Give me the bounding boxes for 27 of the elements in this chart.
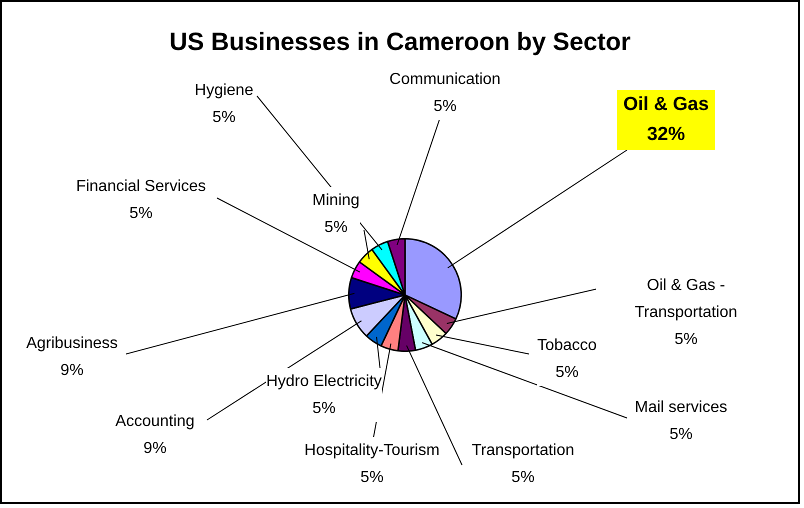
slice-label: Oil & Gas: [623, 94, 709, 115]
slice-label: Tobacco: [537, 337, 597, 354]
data-label: 5%: [129, 205, 153, 222]
data-label: 5%: [312, 400, 336, 417]
slice-label: Hospitality-Tourism: [304, 442, 440, 459]
slice-label: Financial Services: [76, 178, 206, 195]
slice-label: Hygiene: [194, 82, 254, 99]
slice-label: Agribusiness: [26, 335, 118, 352]
data-label: 9%: [60, 362, 84, 379]
data-label: 5%: [433, 98, 457, 115]
data-label: 32%: [646, 124, 686, 145]
slice-label: Mining: [312, 192, 360, 209]
slice-label: Oil & Gas - Transportation: [634, 277, 738, 321]
data-label: 5%: [360, 469, 384, 486]
data-label: 5%: [669, 426, 693, 443]
slice-label: Mail services: [634, 399, 728, 416]
slice-label: Communication: [389, 71, 501, 88]
data-label: 5%: [674, 331, 698, 348]
slice-label: Accounting: [115, 413, 195, 430]
slice-label: Transportation: [472, 442, 574, 459]
slice-label: Hydro Electricity: [266, 373, 382, 390]
chart-title: US Businesses in Cameroon by Sector: [168, 28, 632, 57]
data-label: 5%: [324, 219, 348, 236]
data-label: 5%: [511, 469, 535, 486]
data-label: 9%: [143, 440, 167, 457]
data-label: 5%: [555, 364, 579, 381]
data-label: 5%: [212, 109, 236, 126]
